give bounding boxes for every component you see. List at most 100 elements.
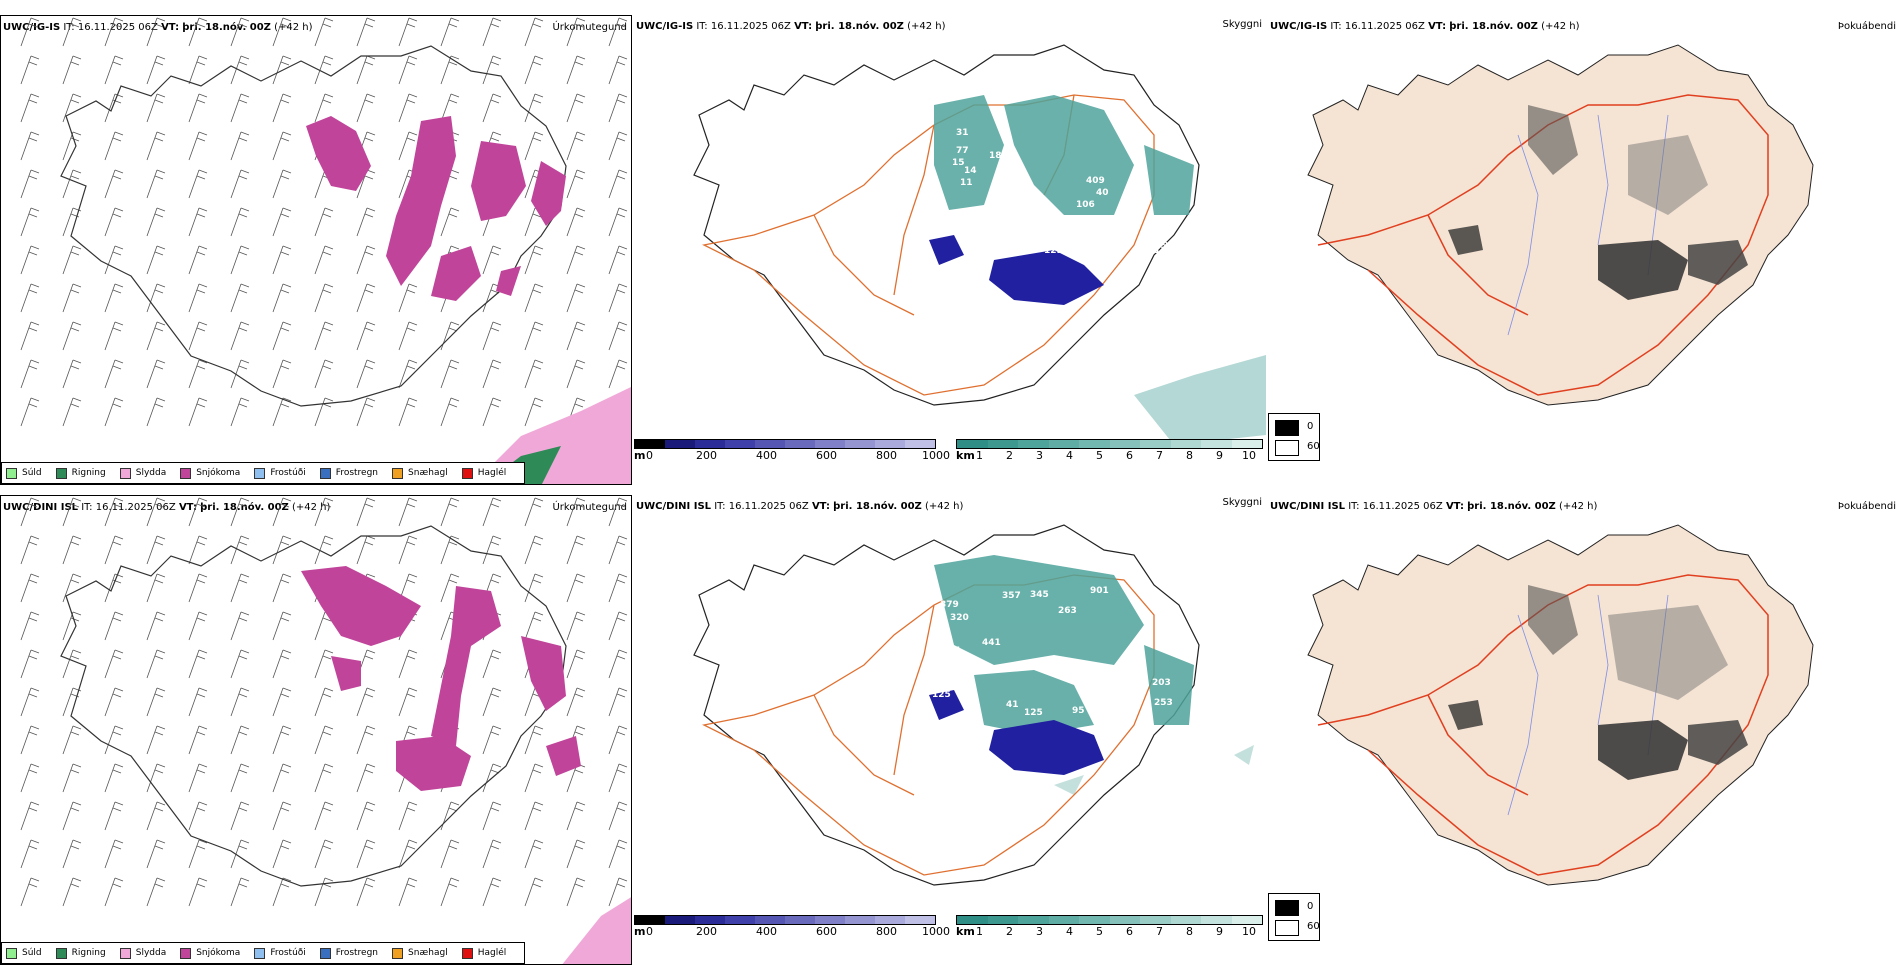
wind-barb: [356, 725, 376, 755]
ceiling-label: 112: [1148, 246, 1167, 256]
ceiling-label: 409: [1086, 176, 1105, 186]
wind-barb: [230, 55, 250, 85]
swatch-sudd: [6, 947, 17, 959]
wind-barb: [608, 649, 628, 679]
ceiling-label: 320: [950, 613, 969, 623]
wind-barb: [20, 245, 40, 275]
wind-barb: [104, 497, 124, 527]
wind-barb: [440, 207, 460, 237]
wind-barb: [482, 877, 502, 907]
wind-barb: [356, 283, 376, 313]
wind-barb: [524, 763, 544, 793]
wind-barb: [314, 245, 334, 275]
wind-barb: [188, 763, 208, 793]
wind-barb: [608, 55, 628, 85]
wind-barb: [398, 801, 418, 831]
wind-barb: [146, 801, 166, 831]
wind-barb: [524, 877, 544, 907]
swatch-snow-pellets: [392, 947, 404, 959]
ceiling-label: 91: [1009, 236, 1022, 246]
wind-barb: [524, 839, 544, 869]
wind-barb: [20, 131, 40, 161]
wind-barb: [20, 359, 40, 389]
wind-barb: [20, 763, 40, 793]
wind-barb: [608, 839, 628, 869]
wind-barb: [104, 725, 124, 755]
wind-barb: [188, 611, 208, 641]
wind-barb: [230, 649, 250, 679]
ceiling-label: 166: [1054, 216, 1073, 226]
wind-barb: [608, 497, 628, 527]
wind-barb: [314, 497, 334, 527]
wind-barb: [314, 283, 334, 313]
wind-barb: [608, 763, 628, 793]
legend-item: Snjókoma: [180, 947, 240, 959]
wind-barb: [356, 839, 376, 869]
wind-barb: [566, 801, 586, 831]
wind-barb: [440, 573, 460, 603]
wind-barb: [104, 535, 124, 565]
wind-barb: [104, 169, 124, 199]
wind-barb: [272, 397, 292, 427]
wind-barb: [62, 17, 82, 47]
ceiling-label: 92: [1112, 241, 1125, 251]
wind-barb: [230, 93, 250, 123]
wind-barb: [188, 55, 208, 85]
wind-barb: [146, 207, 166, 237]
wind-barb: [188, 283, 208, 313]
ceiling-label: 379: [940, 600, 959, 610]
wind-barb: [62, 839, 82, 869]
wind-barb: [188, 535, 208, 565]
wind-barb: [608, 801, 628, 831]
wind-barb: [356, 397, 376, 427]
swatch-snow: [180, 947, 192, 959]
ceiling-label: 901: [1090, 586, 1109, 596]
wind-barb: [104, 131, 124, 161]
wind-barb: [62, 359, 82, 389]
cloud-panel-top: UWC/IG-IS IT: 16.11.2025 06Z VT: þri. 18…: [1268, 15, 1900, 485]
ceiling-label: 95: [1162, 241, 1175, 251]
wind-barb: [20, 321, 40, 351]
wind-barb: [566, 93, 586, 123]
wind-barb: [314, 93, 334, 123]
ceiling-label: 441: [982, 638, 1001, 648]
wind-barb: [608, 245, 628, 275]
wind-barb: [146, 497, 166, 527]
wind-barb: [272, 573, 292, 603]
wind-barb: [398, 839, 418, 869]
wind-barb: [482, 17, 502, 47]
road-network: [702, 574, 1155, 876]
wind-barb: [440, 535, 460, 565]
wind-barb: [20, 877, 40, 907]
wind-barb: [104, 801, 124, 831]
wind-barb: [20, 839, 40, 869]
wind-barb: [566, 839, 586, 869]
wind-barb: [230, 131, 250, 161]
wind-barb: [188, 245, 208, 275]
wind-barb: [398, 649, 418, 679]
visibility-colorbar: km 1 2 3 4 5 6 7 8 9 10: [956, 439, 1266, 462]
wind-barb: [20, 283, 40, 313]
ceiling-label: 15: [952, 158, 965, 168]
legend-item: Haglél: [461, 467, 506, 479]
panel-header: UWC/IG-IS IT: 16.11.2025 06Z VT: þri. 18…: [3, 22, 313, 33]
wind-barb: [146, 321, 166, 351]
wind-barb: [608, 207, 628, 237]
visibility-colorbar: km 1 2 3 4 5 6 7 8 9 10: [956, 915, 1266, 938]
ceiling-label: 131: [1164, 138, 1183, 148]
wind-barb: [104, 17, 124, 47]
wind-barb: [608, 611, 628, 641]
ceiling-label: 125: [932, 690, 951, 700]
wind-barbs: [20, 497, 628, 907]
wind-barb: [608, 725, 628, 755]
wind-barb: [398, 359, 418, 389]
wind-barb: [62, 55, 82, 85]
panel-header: UWC/DINI ISL IT: 16.11.2025 06Z VT: þri.…: [1270, 501, 1598, 512]
fog-areas: [1448, 105, 1748, 300]
wind-barb: [188, 321, 208, 351]
wind-barb: [524, 17, 544, 47]
ceiling-label: 253: [1154, 698, 1173, 708]
wind-barb: [524, 359, 544, 389]
swatch-sleet: [119, 947, 131, 959]
